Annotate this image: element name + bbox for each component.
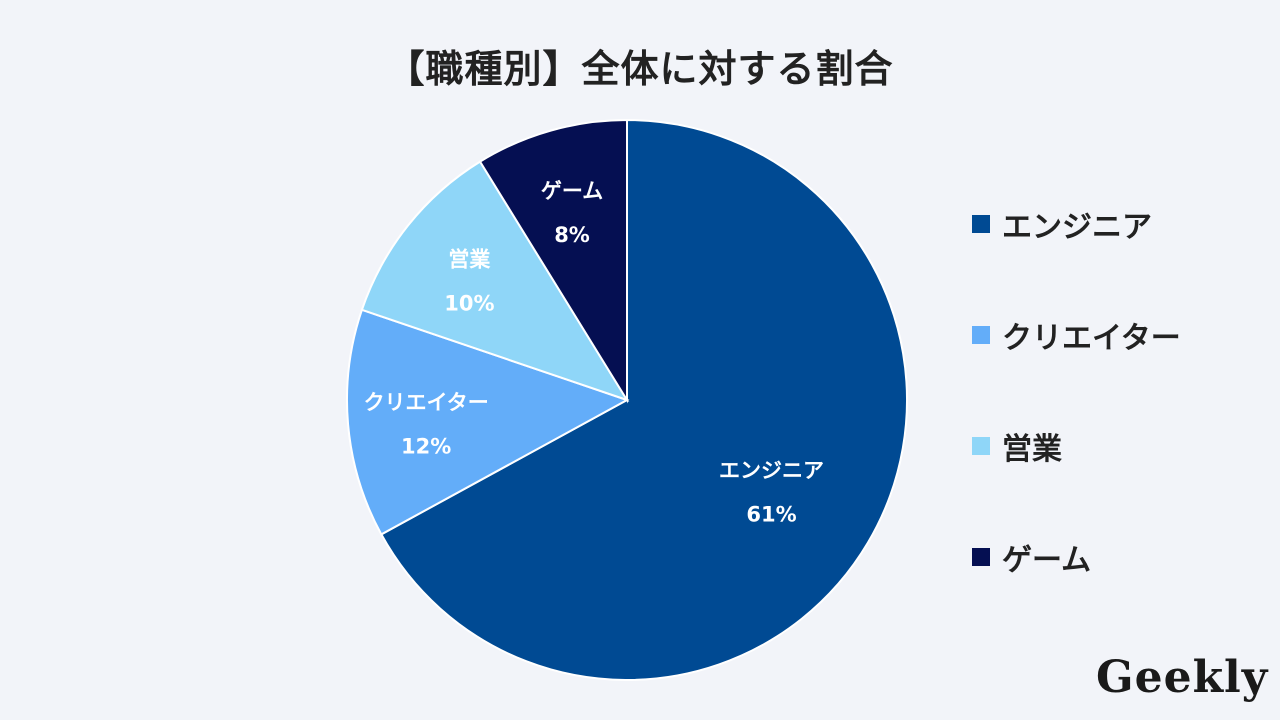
legend-swatch-engineer bbox=[972, 215, 990, 233]
slice-label-engineer: エンジニア bbox=[719, 459, 824, 483]
pie-slice-sales bbox=[360, 160, 630, 402]
legend-label-engineer: エンジニア bbox=[1002, 210, 1152, 245]
legend-label-game: ゲーム bbox=[1002, 543, 1092, 578]
slice-percent-sales: 10% bbox=[444, 291, 494, 315]
legend-swatch-game bbox=[972, 548, 990, 566]
legend-swatch-sales bbox=[972, 437, 990, 455]
pie-slice-engineer bbox=[379, 118, 908, 681]
legend-item-creator: クリエイター bbox=[972, 311, 1181, 359]
geekly-logo: Geekly bbox=[1096, 652, 1269, 703]
legend-swatch-creator bbox=[972, 326, 990, 344]
legend-item-engineer: エンジニア bbox=[972, 200, 1181, 248]
slice-label-creator: クリエイター bbox=[364, 390, 489, 414]
pie-slice-creator bbox=[346, 308, 630, 536]
legend-label-creator: クリエイター bbox=[1002, 321, 1181, 356]
legend-label-sales: 営業 bbox=[1002, 432, 1062, 467]
pie-slice-game bbox=[478, 118, 628, 404]
legend-item-game: ゲーム bbox=[972, 533, 1181, 581]
slice-percent-engineer: 61% bbox=[746, 503, 796, 527]
slice-label-sales: 営業 bbox=[448, 247, 491, 271]
slice-percent-game: 8% bbox=[554, 223, 590, 247]
legend: エンジニア クリエイター 営業 ゲーム bbox=[972, 200, 1181, 644]
slice-percent-creator: 12% bbox=[401, 434, 451, 458]
legend-item-sales: 営業 bbox=[972, 422, 1181, 470]
slice-label-game: ゲーム bbox=[541, 179, 603, 203]
chart-title: 【職種別】全体に対する割合 bbox=[386, 47, 894, 91]
